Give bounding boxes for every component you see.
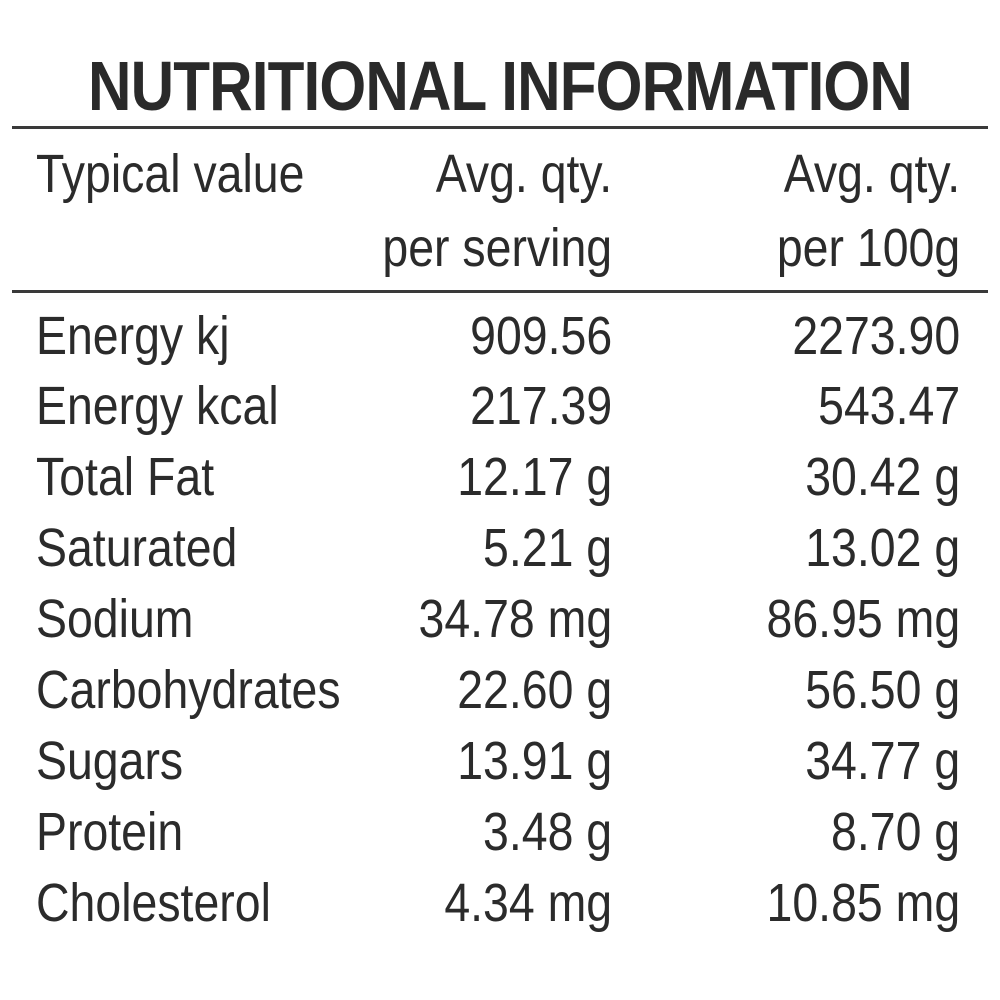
header-per-100g-line1: Avg. qty. (783, 144, 960, 204)
nutrient-label: Protein (36, 802, 184, 862)
per-100g-value: 86.95 mg (766, 589, 960, 649)
nutrient-label: Sugars (36, 731, 184, 791)
per-serving-value: 217.39 (469, 376, 612, 436)
per-100g-value: 10.85 mg (766, 873, 960, 933)
per-100g-value: 2273.90 (792, 306, 960, 366)
per-100g-value: 34.77 g (805, 731, 960, 791)
header-per-serving-line1: Avg. qty. (435, 144, 612, 204)
nutrient-label: Energy kj (36, 306, 230, 366)
header-divider (12, 290, 988, 293)
per-serving-value: 909.56 (469, 306, 612, 366)
nutrient-label: Energy kcal (36, 376, 279, 436)
per-100g-value: 30.42 g (805, 447, 960, 507)
nutrient-label: Carbohydrates (36, 660, 341, 720)
nutrient-label: Saturated (36, 518, 238, 578)
per-100g-value: 8.70 g (830, 802, 960, 862)
nutrient-label: Sodium (36, 589, 194, 649)
panel-title: NUTRITIONAL INFORMATION (87, 47, 913, 125)
per-100g-value: 13.02 g (805, 518, 960, 578)
nutrient-label: Total Fat (36, 447, 215, 507)
per-100g-value: 56.50 g (805, 660, 960, 720)
header-per-100g-line2: per 100g (776, 218, 960, 278)
per-100g-value: 543.47 (817, 376, 960, 436)
nutrient-label: Cholesterol (36, 873, 271, 933)
header-typical-value: Typical value (36, 144, 305, 204)
per-serving-value: 34.78 mg (418, 589, 612, 649)
header-per-serving-line2: per serving (382, 218, 612, 278)
per-serving-value: 22.60 g (457, 660, 612, 720)
per-serving-value: 4.34 mg (444, 873, 612, 933)
per-serving-value: 13.91 g (457, 731, 612, 791)
nutrition-panel: NUTRITIONAL INFORMATION Typical value Av… (12, 0, 988, 1000)
per-serving-value: 3.48 g (482, 802, 612, 862)
top-divider (12, 126, 988, 129)
per-serving-value: 12.17 g (457, 447, 612, 507)
per-serving-value: 5.21 g (482, 518, 612, 578)
